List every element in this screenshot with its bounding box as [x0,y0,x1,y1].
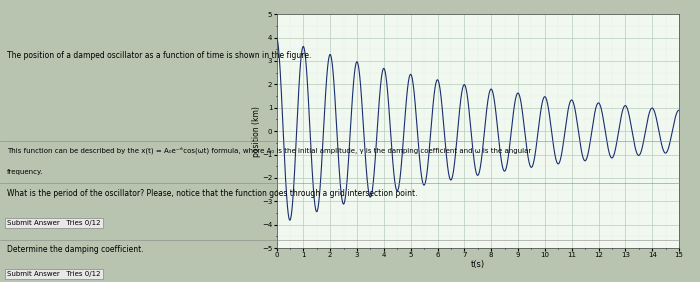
Text: This function can be described by the x(t) = A₀e⁻ʳᵗcos(ωt) formula, where A₀ is : This function can be described by the x(… [7,147,531,154]
Text: Submit Answer   Tries 0/12: Submit Answer Tries 0/12 [7,220,101,226]
Text: The position of a damped oscillator as a function of time is shown in the figure: The position of a damped oscillator as a… [7,51,312,60]
Text: frequency.: frequency. [7,169,43,175]
Text: What is the period of the oscillator? Please, notice that the function goes thro: What is the period of the oscillator? Pl… [7,189,417,198]
Text: Submit Answer   Tries 0/12: Submit Answer Tries 0/12 [7,271,101,277]
Y-axis label: position (km): position (km) [251,106,260,157]
X-axis label: t(s): t(s) [470,260,485,269]
Text: Determine the damping coefficient.: Determine the damping coefficient. [7,245,143,254]
